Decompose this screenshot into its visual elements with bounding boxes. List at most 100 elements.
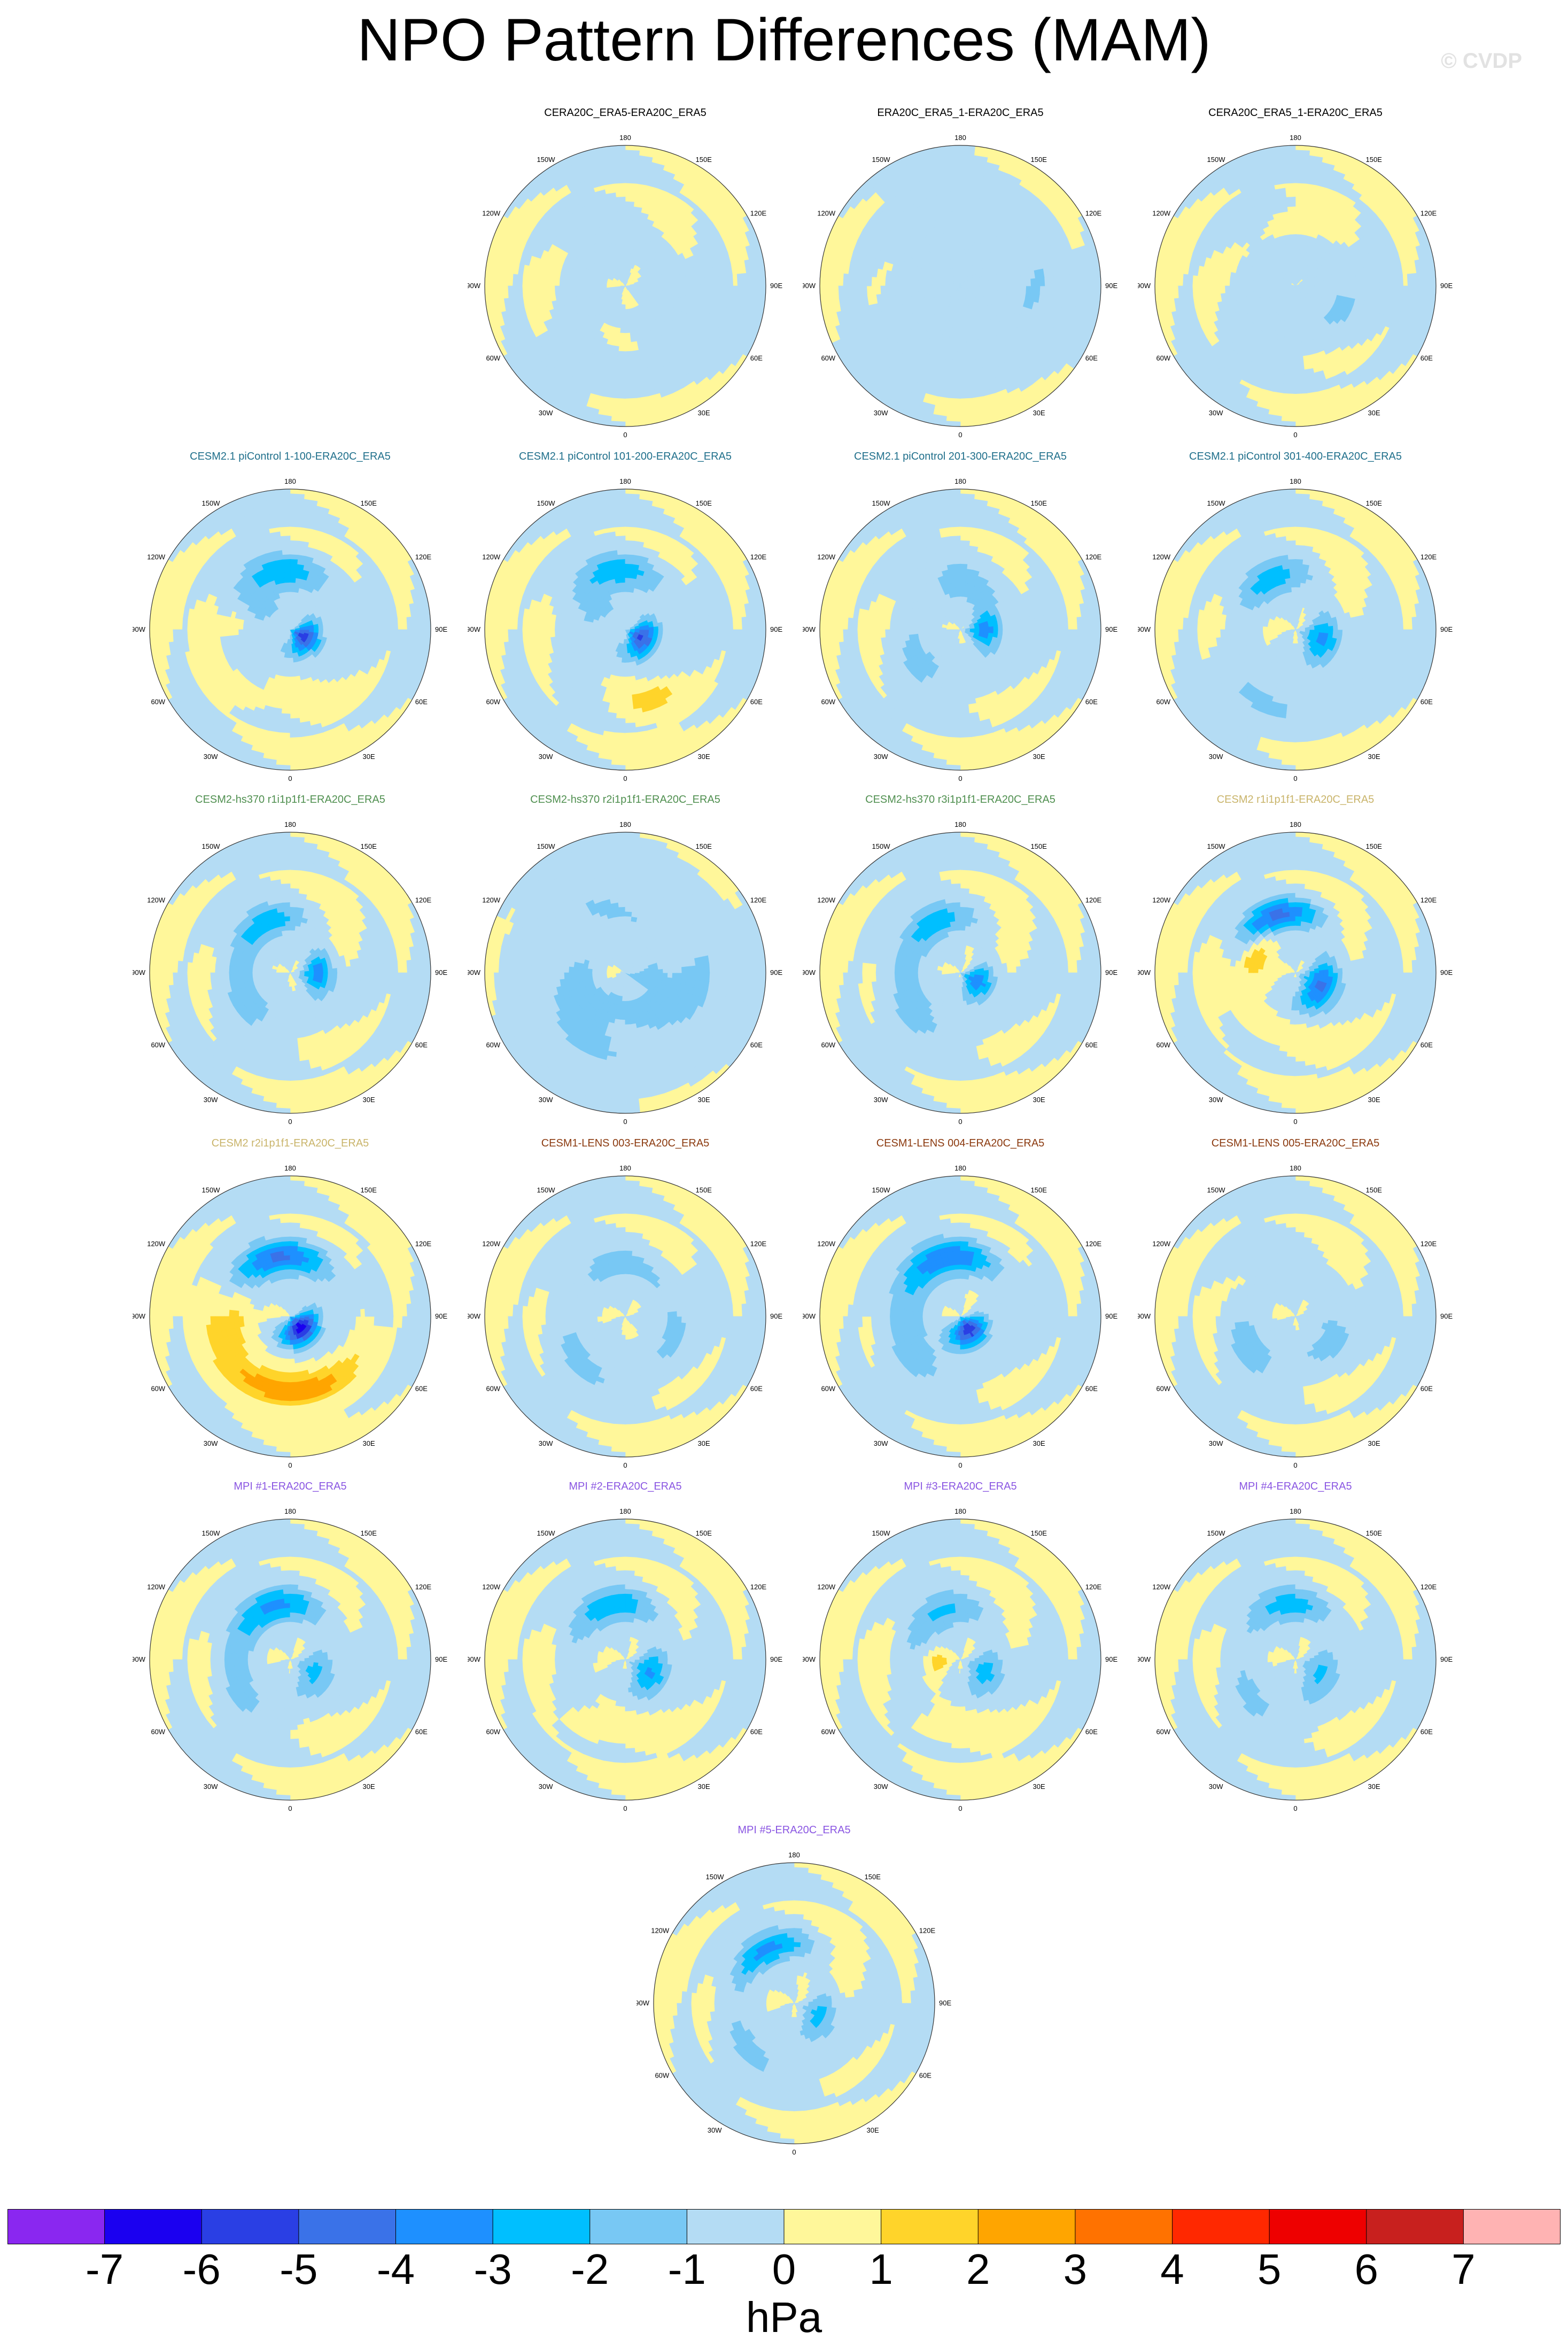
anomaly-cell (553, 180, 567, 192)
anomaly-cell (276, 498, 291, 505)
anomaly-cell (899, 279, 905, 286)
anomaly-cell (894, 285, 901, 293)
anomaly-cell (918, 277, 924, 283)
longitude-label: 30E (1033, 409, 1045, 417)
anomaly-cell (932, 283, 937, 286)
anomaly-cell (583, 281, 588, 286)
anomaly-cell (622, 313, 626, 319)
anomaly-cell (838, 285, 844, 299)
longitude-label: 180 (954, 134, 966, 142)
anomaly-cell (695, 277, 701, 286)
anomaly-cell (277, 507, 291, 514)
anomaly-cell (625, 248, 630, 254)
anomaly-cell (290, 722, 301, 729)
anomaly-cell (1072, 273, 1078, 286)
anomaly-cell (927, 282, 933, 286)
anomaly-cell (974, 285, 980, 289)
anomaly-cell (290, 512, 303, 518)
anomaly-cell (1332, 289, 1338, 295)
anomaly-cell (573, 280, 579, 286)
longitude-label: 90E (1105, 282, 1117, 290)
anomaly-cell (648, 285, 654, 289)
anomaly-cell (1407, 285, 1413, 299)
anomaly-cell (1284, 383, 1296, 390)
anomaly-cell (625, 173, 638, 179)
anomaly-cell (969, 285, 975, 288)
anomaly-cell (954, 234, 961, 240)
anomaly-cell (946, 159, 961, 165)
anomaly-cell (290, 540, 300, 546)
anomaly-cell (1295, 243, 1300, 249)
anomaly-cell (596, 414, 612, 422)
anomaly-cell (1295, 154, 1310, 161)
anomaly-cell (625, 355, 634, 361)
anomaly-cell (290, 554, 299, 560)
anomaly-cell (960, 378, 971, 385)
anomaly-cell (1035, 285, 1041, 295)
anomaly-cell (953, 220, 961, 226)
anomaly-cell (960, 173, 973, 179)
anomaly-cell (625, 351, 633, 357)
anomaly-cell (857, 285, 863, 297)
longitude-label: 0 (623, 431, 627, 439)
longitude-label: 150W (1207, 156, 1226, 164)
anomaly-cell (608, 276, 614, 281)
longitude-label: 180 (1290, 134, 1301, 142)
anomaly-cell (182, 629, 188, 641)
anomaly-cell (617, 211, 626, 216)
anomaly-cell (741, 285, 748, 299)
anomaly-cell (951, 196, 961, 203)
anomaly-cell (713, 276, 719, 286)
anomaly-cell (988, 285, 993, 290)
anomaly-cell (1295, 355, 1304, 361)
longitude-label: 60W (486, 354, 500, 362)
anomaly-cell (614, 177, 626, 184)
anomaly-cell (1239, 285, 1245, 292)
anomaly-cell (958, 299, 961, 305)
anomaly-cell (736, 285, 743, 299)
anomaly-cell (1006, 285, 1012, 292)
anomaly-cell (690, 285, 696, 294)
anomaly-cell (922, 282, 928, 286)
anomaly-cell (637, 268, 643, 274)
anomaly-cell (411, 629, 417, 644)
anomaly-cell (960, 192, 971, 198)
anomaly-cell (517, 285, 523, 298)
anomaly-cell (949, 388, 961, 394)
longitude-label: 30E (698, 409, 710, 417)
anomaly-cell (1081, 285, 1088, 300)
anomaly-cell (1365, 277, 1371, 286)
anomaly-cell (290, 559, 298, 565)
anomaly-cell (290, 732, 302, 738)
anomaly-cell (950, 374, 961, 380)
longitude-label: 120E (1420, 210, 1437, 218)
anomaly-cell (540, 183, 554, 196)
anomaly-cell (634, 281, 640, 284)
anomaly-cell (276, 502, 291, 509)
anomaly-cell (904, 280, 910, 286)
anomaly-cell (736, 273, 743, 286)
anomaly-cell (290, 517, 302, 523)
anomaly-cell (932, 414, 947, 422)
anomaly-cell (592, 282, 598, 286)
anomaly-cell (1295, 383, 1307, 390)
anomaly-cell (950, 327, 957, 333)
anomaly-cell (625, 201, 634, 207)
anomaly-cell (850, 195, 864, 210)
anomaly-cell (637, 276, 643, 281)
anomaly-cell (401, 629, 408, 642)
anomaly-cell (290, 718, 300, 724)
anomaly-cell (1295, 360, 1305, 366)
anomaly-cell (713, 285, 719, 296)
anomaly-cell (612, 168, 626, 175)
anomaly-cell (1282, 159, 1296, 165)
anomaly-cell (964, 239, 971, 245)
anomaly-cell (954, 229, 961, 235)
anomaly-cell (513, 285, 518, 298)
longitude-label: 150W (537, 156, 556, 164)
anomaly-cell (1288, 342, 1296, 347)
longitude-label: 90W (1138, 282, 1151, 290)
anomaly-cell (1328, 285, 1333, 290)
anomaly-cell (628, 244, 634, 250)
anomaly-cell (1332, 285, 1338, 291)
